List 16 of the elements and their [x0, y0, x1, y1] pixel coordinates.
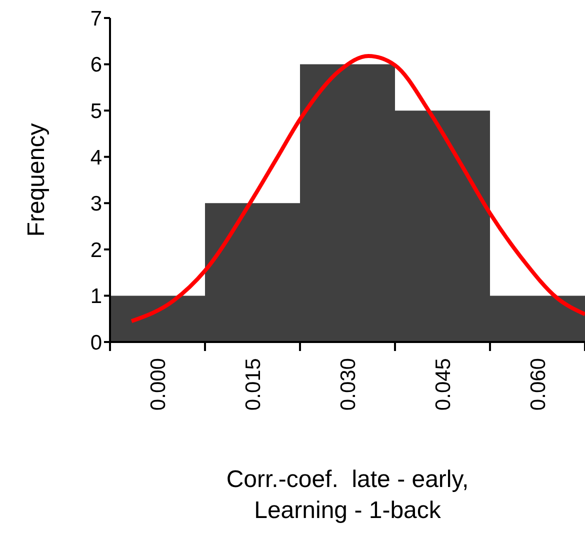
y-tick-label: 3	[90, 192, 102, 216]
y-tick-label: 0	[90, 331, 102, 354]
y-tick-label: 7	[90, 7, 102, 30]
x-tick-label: 0.045	[432, 358, 456, 411]
y-tick-label: 6	[90, 54, 102, 77]
y-tick-label: 1	[90, 285, 102, 308]
y-axis-title: Frequency	[23, 123, 50, 237]
x-tick-label: 0.000	[147, 358, 170, 411]
y-tick-label: 2	[90, 238, 102, 262]
x-tick-label: 0.030	[337, 358, 360, 411]
y-tick-label: 5	[90, 100, 102, 124]
x-tick-label: 0.015	[242, 358, 266, 411]
y-tick-label: 4	[90, 146, 102, 170]
x-tick-label: 0.060	[527, 358, 550, 411]
x-axis-title: Corr.-coef. late - early, Learning - 1-back	[226, 466, 469, 524]
line-series	[130, 54, 585, 324]
